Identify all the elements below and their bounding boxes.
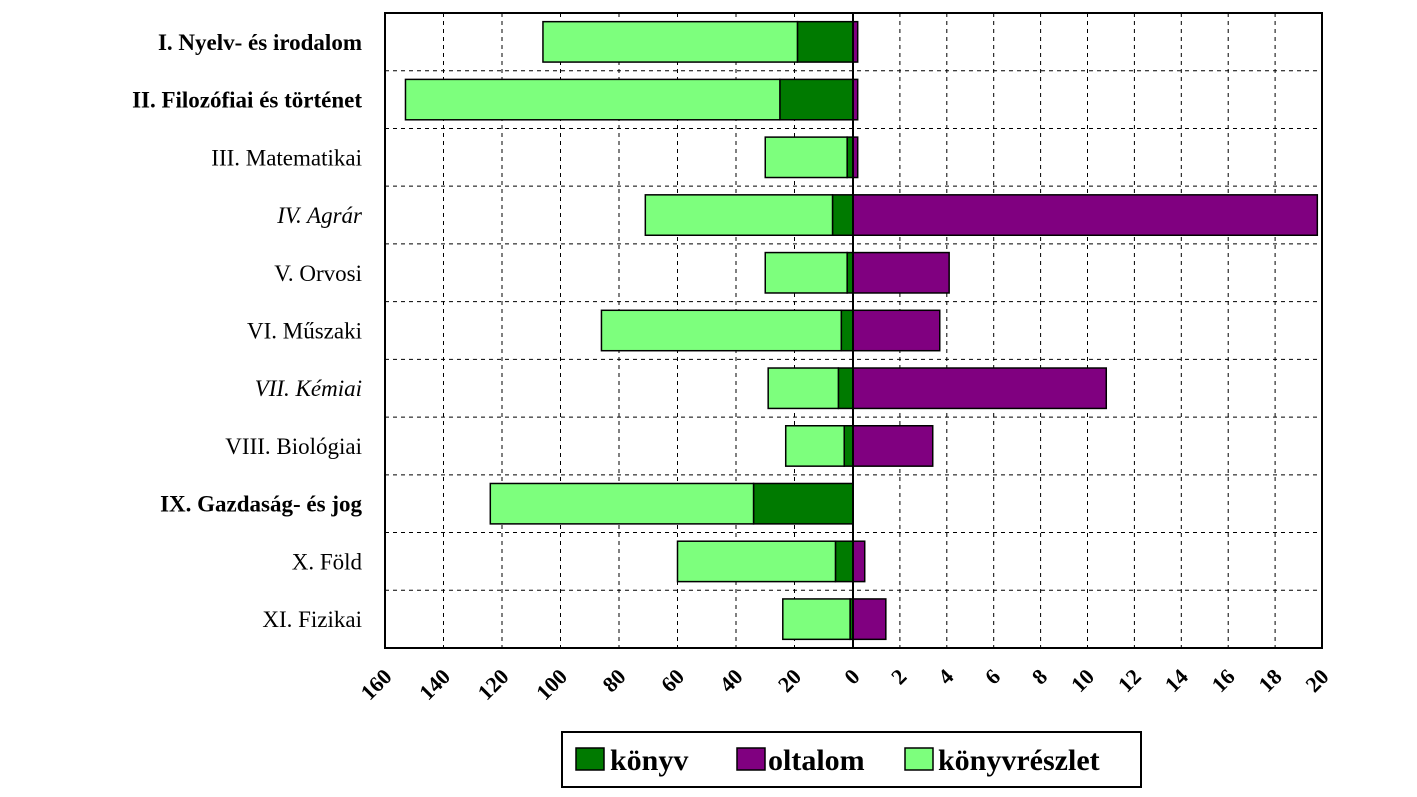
bar-konyv bbox=[837, 367, 854, 410]
bar-oltalom bbox=[852, 194, 1319, 237]
bar-konyv bbox=[831, 194, 854, 237]
bar-konyv bbox=[796, 20, 854, 63]
bar-oltalom bbox=[852, 309, 941, 352]
bar-oltalom bbox=[852, 598, 887, 641]
tick-label: 80 bbox=[597, 664, 630, 697]
tick-label: 160 bbox=[356, 664, 397, 705]
bar-konyvreszlet bbox=[767, 367, 840, 410]
bar-konyv bbox=[752, 482, 854, 525]
bar-konyvreszlet bbox=[784, 425, 845, 467]
legend-swatch-oltalom bbox=[736, 747, 766, 771]
bar-oltalom bbox=[852, 251, 950, 294]
bar-oltalom bbox=[852, 367, 1108, 410]
tick-label: 6 bbox=[980, 664, 1005, 689]
bar-konyvreszlet bbox=[764, 251, 848, 294]
bars bbox=[404, 20, 1319, 641]
bar-konyvreszlet bbox=[764, 136, 848, 179]
bar-konyvreszlet bbox=[404, 78, 781, 121]
legend-label-konyv: könyv bbox=[610, 744, 688, 777]
tick-label: 120 bbox=[473, 664, 514, 705]
tick-label: 100 bbox=[531, 664, 572, 705]
bar-konyvreszlet bbox=[489, 482, 755, 525]
category-labels: I. Nyelv- és irodalom II. Filozófiai és t… bbox=[132, 30, 363, 632]
tick-label: 40 bbox=[714, 664, 747, 697]
tick-label: 20 bbox=[773, 664, 806, 697]
tick-label: 0 bbox=[839, 664, 864, 689]
tick-label: 18 bbox=[1253, 664, 1286, 697]
category-label: VII. Kémiai bbox=[255, 376, 362, 401]
category-label: II. Filozófiai és történet bbox=[132, 88, 362, 113]
bar-konyv bbox=[840, 309, 854, 352]
legend-swatch-konyv bbox=[575, 747, 605, 771]
tick-label: 60 bbox=[656, 664, 689, 697]
tick-labels: 160 140 120 100 80 60 40 20 0 2 4 6 8 10 12 14 16 18 20 bbox=[356, 664, 1334, 705]
bar-konyvreszlet bbox=[644, 194, 834, 237]
tick-label: 16 bbox=[1207, 664, 1240, 697]
tick-label: 10 bbox=[1066, 664, 1099, 697]
category-label: IX. Gazdaság- és jog bbox=[160, 492, 362, 517]
tick-label: 8 bbox=[1027, 664, 1052, 689]
tick-label: 140 bbox=[414, 664, 455, 705]
tick-label: 4 bbox=[933, 664, 958, 689]
category-label: I. Nyelv- és irodalom bbox=[158, 30, 362, 55]
bar-konyvreszlet bbox=[676, 540, 837, 583]
category-label: V. Orvosi bbox=[274, 261, 362, 286]
legend-label-konyvreszlet: könyvrészlet bbox=[938, 744, 1100, 777]
legend: könyv oltalom könyvrészlet bbox=[561, 731, 1142, 788]
category-label: XI. Fizikai bbox=[262, 607, 362, 632]
bar-konyv bbox=[834, 540, 854, 583]
legend-label-oltalom: oltalom bbox=[768, 744, 865, 777]
bar-konyv bbox=[779, 78, 854, 121]
legend-frame bbox=[561, 731, 1142, 788]
tick-label: 14 bbox=[1160, 664, 1193, 697]
bar-konyvreszlet bbox=[782, 598, 851, 641]
category-label: IV. Agrár bbox=[276, 203, 363, 228]
category-label: III. Matematikai bbox=[211, 145, 362, 170]
category-label: VI. Műszaki bbox=[247, 319, 362, 344]
category-label: X. Föld bbox=[292, 549, 363, 574]
bar-konyv bbox=[843, 425, 854, 467]
tick-label: 12 bbox=[1113, 664, 1146, 697]
bar-oltalom bbox=[852, 425, 934, 467]
bar-konyvreszlet bbox=[600, 309, 843, 352]
category-label: VIII. Biológiai bbox=[225, 434, 362, 459]
legend-swatch-konyvreszlet bbox=[904, 747, 934, 771]
bar-konyvreszlet bbox=[542, 20, 799, 63]
tick-label: 20 bbox=[1300, 664, 1333, 697]
bar-oltalom bbox=[852, 540, 866, 583]
tick-label: 2 bbox=[886, 664, 911, 689]
